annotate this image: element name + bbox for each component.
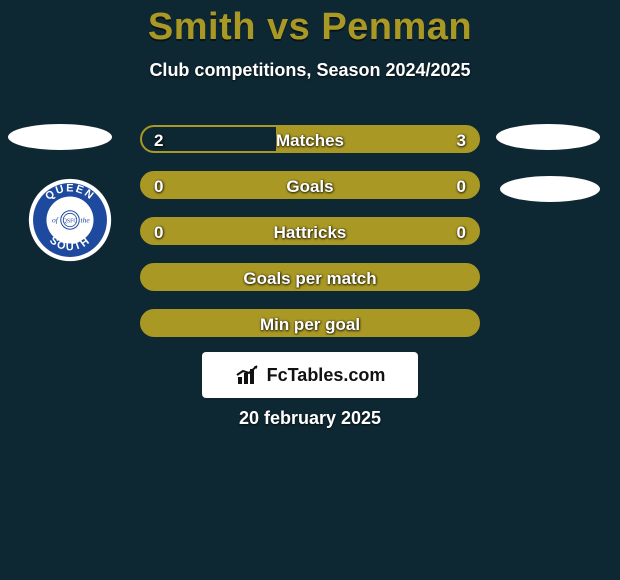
title-player1: Smith bbox=[148, 6, 256, 48]
player2-logo-ellipse-1 bbox=[496, 124, 600, 150]
club-badge: QUEEN SOUTH of the QSFC bbox=[28, 178, 112, 262]
stat-bar: Goals per match bbox=[140, 263, 480, 291]
stat-bar-label: Min per goal bbox=[142, 311, 478, 335]
stat-bar-label: Goals per match bbox=[142, 265, 478, 289]
stat-bar: 23Matches bbox=[140, 125, 480, 153]
stat-bar-label: Goals bbox=[142, 173, 478, 197]
badge-inner-right: the bbox=[81, 216, 91, 225]
brand-box: FcTables.com bbox=[202, 352, 418, 398]
stat-bar: 00Goals bbox=[140, 171, 480, 199]
badge-inner-left: of bbox=[52, 216, 59, 225]
page-title: Smith vs Penman bbox=[0, 6, 620, 49]
title-player2: Penman bbox=[321, 6, 472, 48]
stat-bar: 00Hattricks bbox=[140, 217, 480, 245]
footer-date: 20 february 2025 bbox=[0, 408, 620, 429]
stat-bar-label: Hattricks bbox=[142, 219, 478, 243]
stat-bar-label: Matches bbox=[142, 127, 478, 151]
stage: Smith vs Penman Club competitions, Seaso… bbox=[0, 0, 620, 580]
brand-chart-icon bbox=[235, 364, 261, 386]
brand-text: FcTables.com bbox=[267, 365, 386, 386]
comparison-bars: 23Matches 00Goals 00Hattricks Goals per mat… bbox=[140, 125, 480, 355]
badge-monogram: QSFC bbox=[63, 219, 78, 225]
player2-logo-ellipse-2 bbox=[500, 176, 600, 202]
title-vs: vs bbox=[267, 6, 310, 48]
subtitle-text: Club competitions, Season 2024/2025 bbox=[0, 60, 620, 81]
stat-bar: Min per goal bbox=[140, 309, 480, 337]
player1-logo-ellipse bbox=[8, 124, 112, 150]
